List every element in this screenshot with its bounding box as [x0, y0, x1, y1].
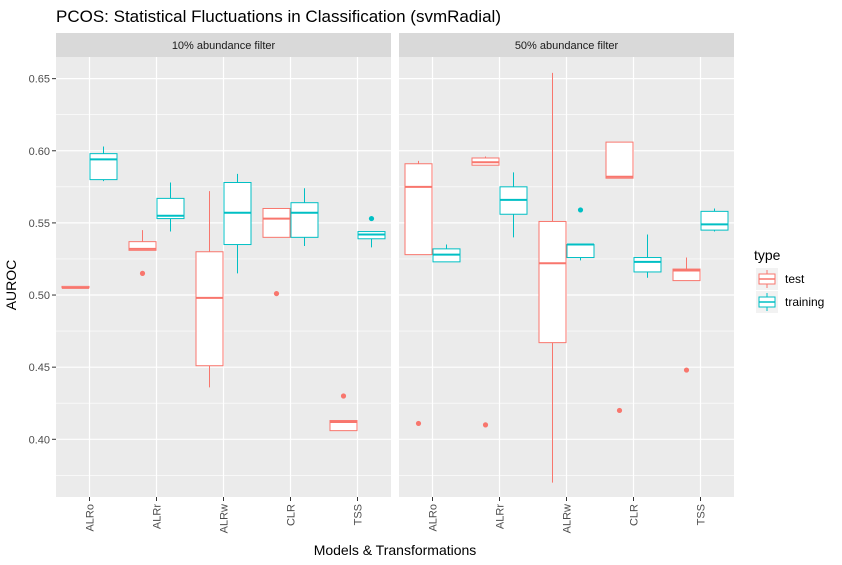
chart-title: PCOS: Statistical Fluctuations in Classi… [56, 7, 501, 26]
facet-strip [56, 33, 391, 57]
x-tick-label: TSS [696, 504, 708, 525]
box-body [633, 257, 662, 273]
legend-label-training: training [785, 295, 824, 309]
outlier-point [482, 422, 489, 428]
y-axis-title: AUROC [3, 260, 19, 311]
legend-title: type [754, 247, 781, 263]
box-body [566, 244, 595, 259]
facet-panels: 0.40 0.45 0.50 0.55 0.60 0.65 10% abundance fi… [29, 33, 734, 533]
x-tick-label: ALRo [428, 504, 440, 532]
outlier-point [577, 207, 584, 213]
box-clr-training [290, 188, 319, 246]
outlier-point [616, 407, 623, 414]
box-body [700, 210, 729, 231]
box-alro-test [61, 285, 90, 289]
y-tick-label: 0.65 [29, 74, 50, 86]
outlier-point [683, 367, 690, 373]
box-body [538, 220, 567, 344]
box-alrr-test [128, 230, 157, 276]
box-body [404, 163, 433, 256]
x-tick-label: CLR [286, 504, 298, 526]
legend-key-test [756, 268, 778, 290]
x-tick-label: ALRw [219, 504, 231, 533]
box-alrw-test [195, 191, 224, 388]
facet-strip [399, 33, 734, 57]
box-body [156, 197, 185, 220]
box-alrr-test [471, 156, 500, 428]
box-tss-test [329, 393, 358, 432]
facet-strip-label: 10% abundance filter [172, 40, 276, 52]
legend: type test training [754, 247, 824, 313]
y-tick-label: 0.45 [29, 362, 50, 374]
y-tick-label: 0.50 [29, 290, 50, 302]
box-body [89, 153, 118, 181]
outlier-point [139, 270, 146, 276]
box-tss-training [357, 215, 386, 248]
x-tick-label: TSS [353, 504, 365, 525]
x-tick-label: ALRw [562, 504, 574, 533]
outlier-point [340, 393, 347, 399]
x-tick-label: CLR [629, 504, 641, 526]
outlier-point [415, 420, 422, 427]
x-tick-label: ALRr [495, 504, 507, 529]
box-alrw-training [566, 207, 595, 261]
box-clr-test [605, 141, 634, 414]
outlier-point [368, 215, 375, 222]
box-body [605, 141, 634, 179]
x-axis-title: Models & Transformations [314, 542, 477, 558]
box-body [290, 202, 319, 238]
box-alro-training [432, 244, 461, 263]
box-body [672, 268, 701, 282]
y-tick-label: 0.40 [29, 434, 50, 446]
box-tss-test [672, 257, 701, 373]
y-tick-label: 0.60 [29, 146, 50, 158]
legend-key-training [756, 291, 778, 313]
panel-2: 50% abundance filter ALRo ALRr ALRw CLR TSS [399, 33, 734, 533]
box-alrr-training [499, 172, 528, 238]
box-clr-test [262, 207, 291, 297]
x-tick-label: ALRr [152, 504, 164, 529]
box-alrr-training [156, 182, 185, 232]
box-alro-training [89, 146, 118, 182]
box-clr-training [633, 234, 662, 278]
box-alrw-test [538, 72, 567, 483]
box-body [128, 241, 157, 251]
box-body [262, 207, 291, 238]
y-tick-label: 0.55 [29, 218, 50, 230]
box-alro-test [404, 160, 433, 427]
box-body [329, 420, 358, 432]
x-tick-label: ALRo [85, 504, 97, 532]
legend-label-test: test [785, 272, 805, 286]
box-alrw-training [223, 173, 252, 274]
facet-strip-label: 50% abundance filter [515, 40, 619, 52]
box-body [195, 251, 224, 367]
panel-1: 10% abundance filter ALRo ALRr ALRw CLR TSS [56, 33, 391, 533]
outlier-point [273, 290, 280, 297]
box-tss-training [700, 208, 729, 232]
